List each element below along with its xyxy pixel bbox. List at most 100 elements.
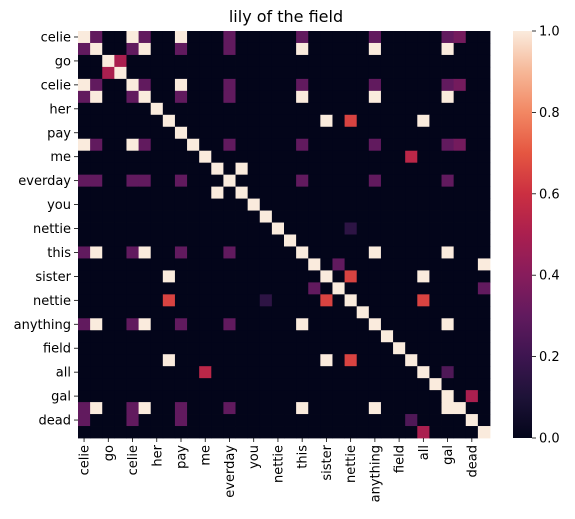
heatmap-cell (78, 246, 91, 259)
heatmap-cell (417, 31, 430, 44)
heatmap-cell (150, 402, 164, 415)
heatmap-cell (235, 306, 249, 319)
heatmap-cell (114, 234, 127, 247)
y-tick-label: celie (41, 78, 71, 93)
heatmap-cell (187, 90, 200, 104)
heatmap-cell (174, 378, 188, 391)
heatmap-cell (453, 402, 467, 415)
heatmap-cell (102, 330, 115, 343)
heatmap-cell (90, 414, 103, 427)
heatmap-cell (78, 162, 91, 176)
heatmap-cell (465, 402, 479, 415)
y-tick-label: celie (41, 30, 71, 45)
heatmap-cell (320, 342, 333, 355)
heatmap-cell (138, 114, 152, 128)
heatmap-cell (150, 126, 164, 140)
heatmap-cell (429, 222, 442, 235)
heatmap-cell (150, 378, 164, 391)
heatmap-cell (296, 210, 309, 223)
heatmap-cell (187, 162, 200, 176)
heatmap-cell (393, 390, 406, 403)
heatmap-cell (380, 31, 394, 44)
heatmap-cell (356, 66, 370, 80)
heatmap-cell (417, 342, 430, 355)
heatmap-cell (199, 258, 212, 271)
heatmap-cell (417, 306, 430, 319)
heatmap-cell (90, 78, 103, 92)
heatmap-cell (368, 174, 382, 188)
heatmap-cell (211, 102, 224, 116)
heatmap-cell (199, 414, 212, 427)
heatmap-cell (417, 210, 430, 223)
heatmap-cell (114, 126, 127, 140)
heatmap-cell (332, 114, 345, 128)
heatmap-cell (308, 294, 321, 307)
heatmap-cell (174, 210, 188, 223)
heatmap-cell (78, 342, 91, 355)
heatmap-cell (199, 294, 212, 307)
heatmap-cell (78, 114, 91, 128)
heatmap-cell (320, 162, 333, 176)
heatmap-cell (211, 342, 224, 355)
heatmap-cell (465, 222, 479, 235)
heatmap-cell (429, 282, 442, 295)
heatmap-cell (284, 426, 297, 439)
heatmap-cell (296, 330, 309, 343)
heatmap-cell (235, 354, 249, 367)
heatmap-cell (174, 366, 188, 379)
heatmap-cell (223, 31, 236, 44)
heatmap-cell (380, 138, 394, 152)
heatmap-cell (356, 198, 370, 211)
heatmap-cell (138, 426, 152, 439)
heatmap-cell (405, 174, 418, 188)
heatmap-cell (114, 114, 127, 128)
heatmap-cell (417, 66, 430, 80)
heatmap-cell (211, 114, 224, 128)
heatmap-cell (138, 78, 152, 92)
heatmap-cell (102, 66, 115, 80)
heatmap-cell (259, 234, 273, 247)
heatmap-cell (150, 234, 164, 247)
y-tick-label: field (43, 342, 71, 357)
heatmap-cell (417, 414, 430, 427)
heatmap-cell (477, 378, 491, 391)
heatmap-cell (174, 306, 188, 319)
heatmap-cell (393, 402, 406, 415)
heatmap-cell (211, 390, 224, 403)
heatmap-cell (187, 66, 200, 80)
heatmap-cell (477, 198, 491, 211)
x-tick-label: everday (223, 445, 238, 498)
heatmap-cell (308, 102, 321, 116)
heatmap-cell (453, 186, 467, 199)
heatmap-cell (344, 306, 358, 319)
heatmap-cell (78, 294, 91, 307)
heatmap-cell (102, 102, 115, 116)
heatmap-cell (344, 66, 358, 80)
heatmap-cell (308, 198, 321, 211)
heatmap-cell (114, 42, 127, 56)
heatmap-cell (320, 258, 333, 271)
heatmap-cell (417, 426, 430, 439)
heatmap-cell (344, 354, 358, 367)
heatmap-cell (380, 114, 394, 128)
heatmap-cell (405, 402, 418, 415)
heatmap-cell (477, 306, 491, 319)
heatmap-cell (102, 246, 115, 259)
heatmap-cell (174, 318, 188, 331)
heatmap-cell (78, 318, 91, 331)
heatmap-cell (429, 102, 442, 116)
heatmap-cell (465, 294, 479, 307)
heatmap-cell (356, 222, 370, 235)
heatmap-cell (368, 90, 382, 104)
heatmap-cell (332, 342, 345, 355)
heatmap-cell (102, 162, 115, 176)
heatmap-cell (150, 390, 164, 403)
heatmap-cell (356, 402, 370, 415)
heatmap-cell (296, 222, 309, 235)
heatmap-cell (174, 234, 188, 247)
heatmap-cell (429, 306, 442, 319)
heatmap-cell (453, 342, 467, 355)
heatmap-cell (271, 222, 285, 235)
heatmap-cell (308, 54, 321, 68)
heatmap-cell (271, 402, 285, 415)
